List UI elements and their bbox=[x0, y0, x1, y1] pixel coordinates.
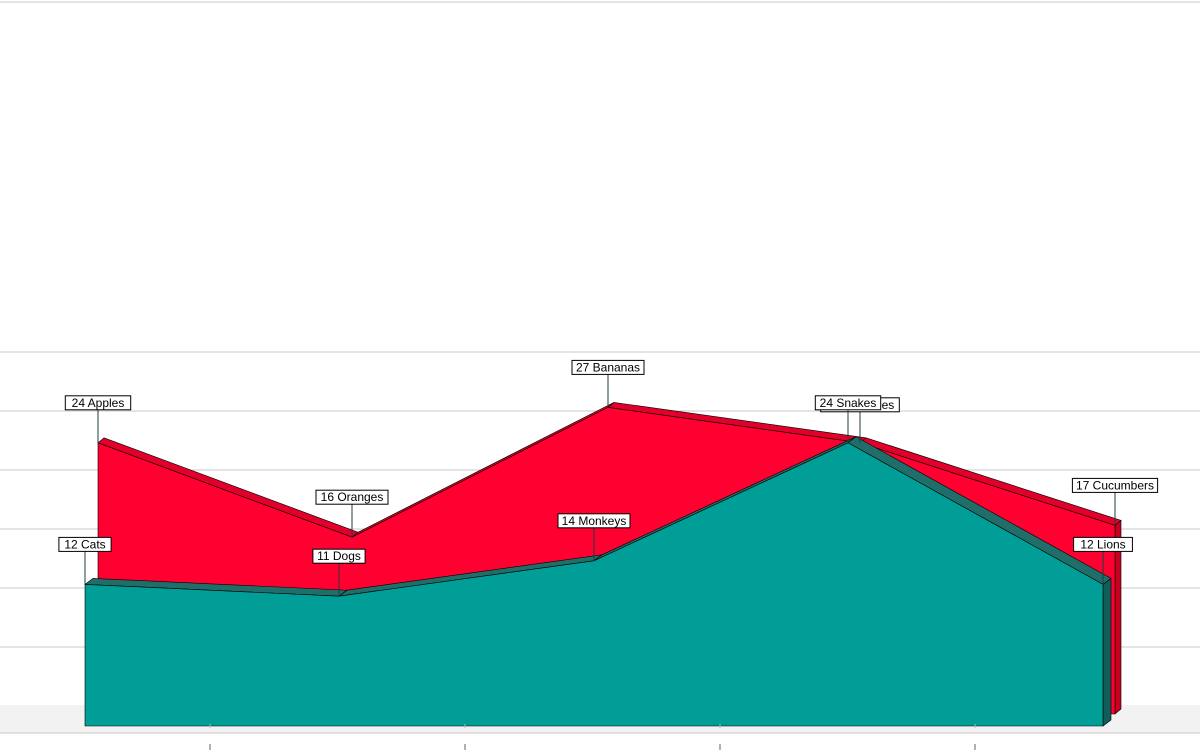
area-side-front bbox=[1102, 577, 1112, 727]
label-text: 12 Cats bbox=[64, 537, 105, 551]
label-box bbox=[58, 536, 112, 552]
data-label: 24 Apples bbox=[64, 395, 132, 443]
label-text: 27 Bananas bbox=[576, 360, 640, 374]
label-text: 14 Monkeys bbox=[562, 514, 627, 528]
data-label: 12 Lions bbox=[1073, 536, 1133, 585]
label-box bbox=[557, 513, 631, 529]
label-box bbox=[315, 489, 389, 505]
x-ticks bbox=[209, 724, 976, 750]
data-label: 11 Dogs bbox=[312, 548, 366, 597]
data-label: 16 Oranges bbox=[315, 489, 389, 538]
data-label: 24 Snakes bbox=[814, 395, 882, 443]
series-front bbox=[84, 436, 1112, 727]
label-text: 12 Lions bbox=[1080, 537, 1125, 551]
data-label: 12 Cats bbox=[58, 536, 112, 585]
label-box bbox=[312, 548, 366, 564]
data-label: 14 Monkeys bbox=[557, 513, 631, 561]
label-text: 11 Dogs bbox=[317, 549, 361, 563]
area-face-front bbox=[84, 442, 1104, 727]
label-text: 16 Oranges bbox=[321, 490, 384, 504]
label-box bbox=[1071, 477, 1159, 493]
data-label: 17 Cucumbers bbox=[1071, 477, 1159, 526]
label-text: 24 Snakes bbox=[820, 396, 877, 410]
label-box bbox=[571, 359, 645, 375]
label-box bbox=[1073, 536, 1133, 552]
label-text: 24 Apples bbox=[72, 396, 125, 410]
label-box bbox=[814, 395, 882, 411]
label-text: 17 Cucumbers bbox=[1076, 478, 1154, 492]
data-label: 27 Bananas bbox=[571, 359, 645, 408]
label-box bbox=[64, 395, 132, 411]
